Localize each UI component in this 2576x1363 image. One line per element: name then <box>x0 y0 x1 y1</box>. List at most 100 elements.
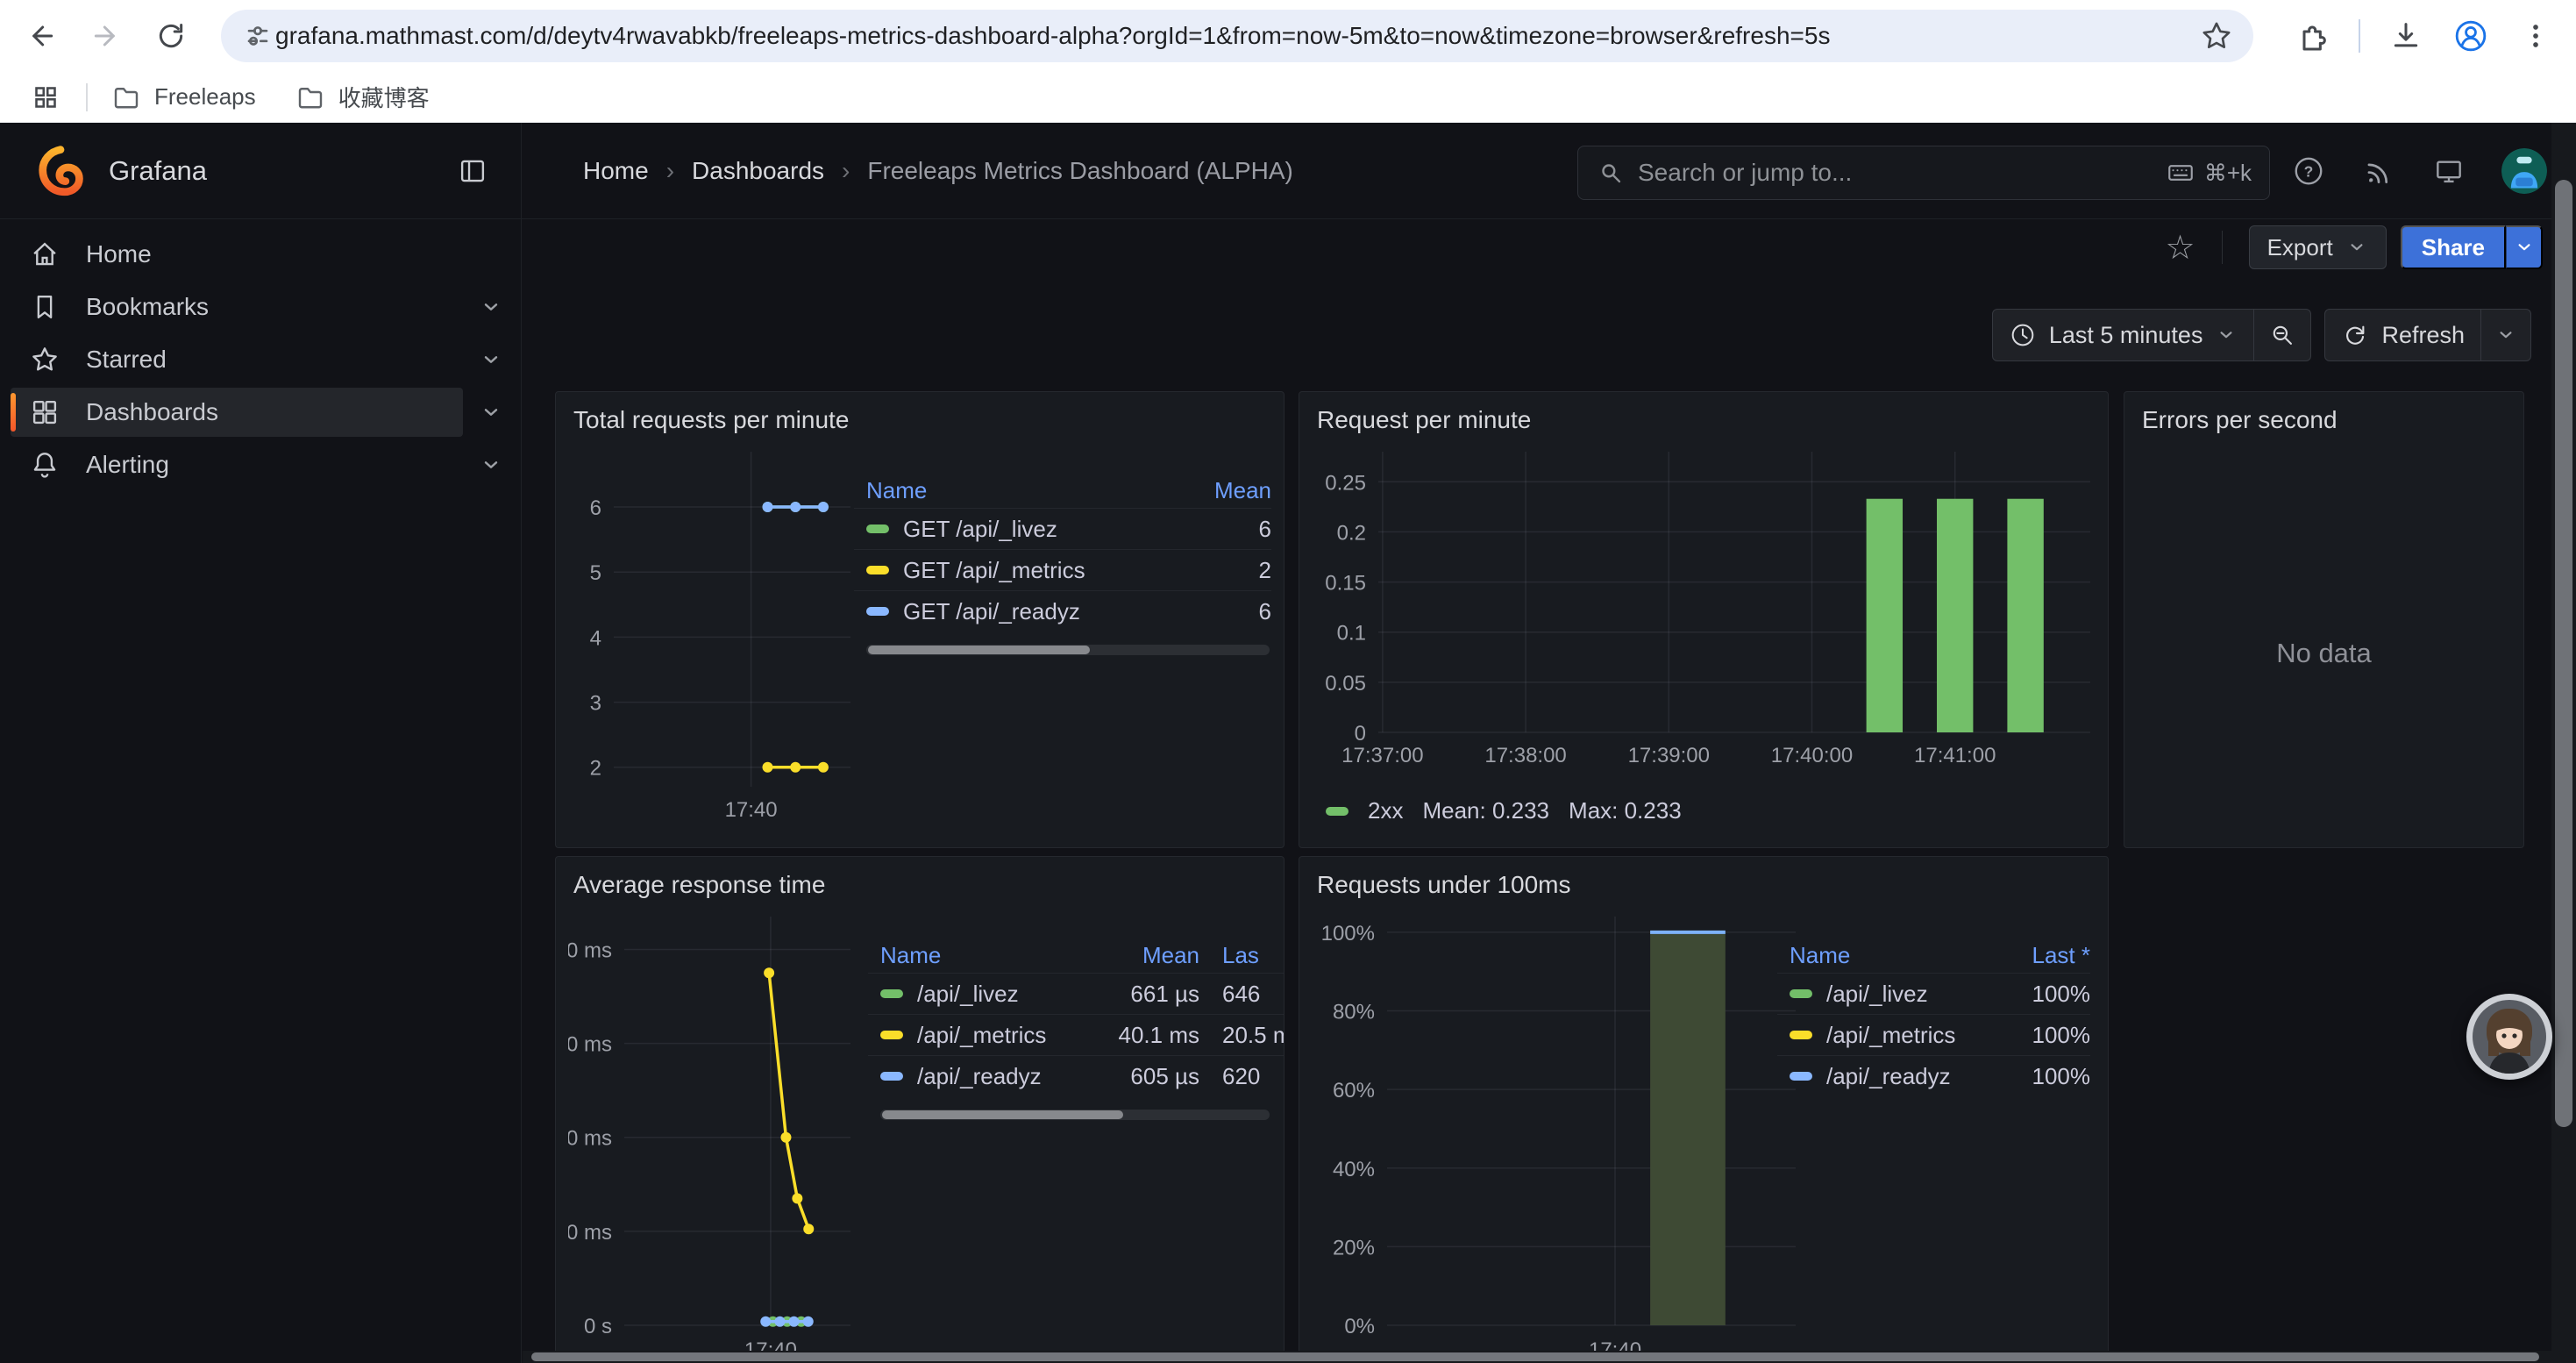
panel-title[interactable]: Average response time <box>556 857 1284 913</box>
breadcrumb-separator: › <box>842 157 850 185</box>
back-button[interactable] <box>21 16 61 56</box>
sidebar-item-bookmarks[interactable]: Bookmarks <box>0 282 521 332</box>
refresh-group: Refresh <box>2324 309 2531 361</box>
legend-row[interactable]: 2xx Mean: 0.233 Max: 0.233 <box>1326 797 1682 824</box>
breadcrumb-home[interactable]: Home <box>583 157 649 185</box>
grafana-logo[interactable] <box>35 146 86 196</box>
svg-text:20 ms: 20 ms <box>568 1221 612 1245</box>
sidebar-item-dashboards[interactable]: Dashboards <box>0 388 521 437</box>
panel-title[interactable]: Total requests per minute <box>556 392 1284 448</box>
svg-text:0: 0 <box>1355 722 1366 746</box>
panel-average-response-time: Average response time 80 ms60 ms40 ms20 … <box>555 856 1284 1363</box>
svg-text:60%: 60% <box>1333 1079 1375 1103</box>
bar-chart[interactable]: 0.250.20.150.10.05017:37:0017:38:0017:39… <box>1312 445 2097 771</box>
header-divider <box>2222 231 2223 264</box>
chevron-down-icon <box>2215 324 2238 346</box>
folder-icon <box>295 82 326 113</box>
panel-title[interactable]: Requests under 100ms <box>1299 857 2108 913</box>
chevron-down-icon[interactable] <box>477 346 505 374</box>
bar-chart[interactable]: 100%80%60%40%20%0%17:40 <box>1312 910 1803 1363</box>
forward-button[interactable] <box>86 16 126 56</box>
timeseries-chart[interactable]: 80 ms60 ms40 ms20 ms0 s17:40 <box>568 910 857 1363</box>
legend-scrollbar[interactable] <box>866 645 1270 655</box>
downloads-button[interactable] <box>2387 17 2425 55</box>
refresh-interval-button[interactable] <box>2481 310 2530 360</box>
search-box[interactable]: ⌘+k <box>1577 146 2270 200</box>
share-button[interactable]: Share <box>2401 225 2506 269</box>
favorite-star-icon[interactable]: ☆ <box>2166 228 2195 268</box>
refresh-button[interactable]: Refresh <box>2325 310 2480 360</box>
browser-menu-button[interactable] <box>2516 17 2555 55</box>
chevron-down-icon[interactable] <box>477 451 505 479</box>
legend-row[interactable]: /api/_livez661 µs646 <box>868 973 1284 1014</box>
svg-text:80%: 80% <box>1333 1001 1375 1024</box>
bookmark-folder-freeleaps[interactable]: Freeleaps <box>110 82 256 113</box>
horizontal-scrollbar-thumb[interactable] <box>531 1352 2539 1361</box>
chevron-down-icon[interactable] <box>477 293 505 321</box>
bookmarks-divider <box>86 83 88 111</box>
sidebar-item-home[interactable]: Home <box>0 230 521 279</box>
zoom-out-button[interactable] <box>2254 310 2310 360</box>
horizontal-scrollbar[interactable] <box>523 1351 2576 1363</box>
legend-row[interactable]: GET /api/_readyz6 <box>854 590 1271 632</box>
svg-text:40%: 40% <box>1333 1158 1375 1181</box>
time-controls: Last 5 minutes Refresh <box>1992 309 2531 361</box>
breadcrumb-dashboards[interactable]: Dashboards <box>692 157 824 185</box>
extensions-button[interactable] <box>2294 17 2332 55</box>
panel-title[interactable]: Errors per second <box>2124 392 2523 448</box>
site-info-icon[interactable] <box>240 18 275 54</box>
sidebar-item-starred[interactable]: Starred <box>0 335 521 384</box>
address-bar[interactable]: grafana.mathmast.com/d/deytv4rwavabkb/fr… <box>221 10 2253 62</box>
legend-row[interactable]: /api/_livez100% <box>1777 973 2090 1014</box>
time-range-label: Last 5 minutes <box>2049 322 2203 349</box>
bookmark-star-icon[interactable] <box>2199 18 2234 54</box>
chevron-down-icon <box>2494 324 2517 346</box>
time-range-picker[interactable]: Last 5 minutes <box>1993 310 2254 360</box>
refresh-icon <box>2341 321 2369 349</box>
panel-title[interactable]: Request per minute <box>1299 392 2108 448</box>
reload-button[interactable] <box>151 16 191 56</box>
legend-row[interactable]: /api/_readyz100% <box>1777 1055 2090 1096</box>
export-button[interactable]: Export <box>2249 225 2387 269</box>
profile-button[interactable] <box>2451 17 2490 55</box>
svg-text:0.05: 0.05 <box>1325 672 1366 696</box>
share-menu-button[interactable] <box>2506 225 2543 269</box>
search-input[interactable] <box>1638 159 2166 187</box>
legend-row[interactable]: GET /api/_livez6 <box>854 508 1271 549</box>
chevron-down-icon <box>2345 236 2368 259</box>
sidebar-item-alerting[interactable]: Alerting <box>0 440 521 489</box>
sidebar-toggle-icon[interactable] <box>456 154 489 188</box>
svg-text:0.2: 0.2 <box>1337 521 1366 545</box>
apps-grid-button[interactable] <box>26 78 65 117</box>
svg-text:20%: 20% <box>1333 1236 1375 1260</box>
legend-header[interactable]: NameMean <box>854 473 1271 508</box>
display-button[interactable] <box>2431 153 2466 189</box>
legend-row[interactable]: GET /api/_metrics2 <box>854 549 1271 590</box>
bookmark-folder-blogs[interactable]: 收藏博客 <box>295 81 430 113</box>
legend-scrollbar[interactable] <box>880 1110 1270 1120</box>
user-avatar[interactable] <box>2501 148 2547 194</box>
legend-header[interactable]: NameMeanLas <box>868 938 1284 973</box>
news-button[interactable] <box>2361 153 2396 189</box>
menu-kebab-icon <box>2518 18 2553 54</box>
bookmarks-bar: Freeleaps 收藏博客 <box>0 72 2576 123</box>
timeseries-chart[interactable]: 6543217:40 <box>568 445 857 825</box>
legend-row[interactable]: /api/_metrics40.1 ms20.5 m <box>868 1014 1284 1055</box>
svg-text:40 ms: 40 ms <box>568 1127 612 1151</box>
vertical-scrollbar[interactable] <box>2551 123 2576 1363</box>
extensions-icon <box>2295 18 2330 54</box>
chevron-down-icon[interactable] <box>477 398 505 426</box>
breadcrumb-current: Freeleaps Metrics Dashboard (ALPHA) <box>867 157 1293 185</box>
sidebar-item-label: Home <box>86 240 152 268</box>
folder-icon <box>110 82 142 113</box>
assistant-avatar-button[interactable] <box>2466 993 2553 1081</box>
time-range-group: Last 5 minutes <box>1992 309 2312 361</box>
help-icon: ? <box>2292 154 2325 188</box>
series-color-pill <box>1326 807 1348 816</box>
vertical-scrollbar-thumb[interactable] <box>2555 180 2572 1127</box>
svg-text:17:41:00: 17:41:00 <box>1914 744 1996 767</box>
help-button[interactable]: ? <box>2291 153 2326 189</box>
legend-row[interactable]: /api/_metrics100% <box>1777 1014 2090 1055</box>
legend-header[interactable]: NameLast * <box>1777 938 2090 973</box>
legend-row[interactable]: /api/_readyz605 µs620 <box>868 1055 1284 1096</box>
